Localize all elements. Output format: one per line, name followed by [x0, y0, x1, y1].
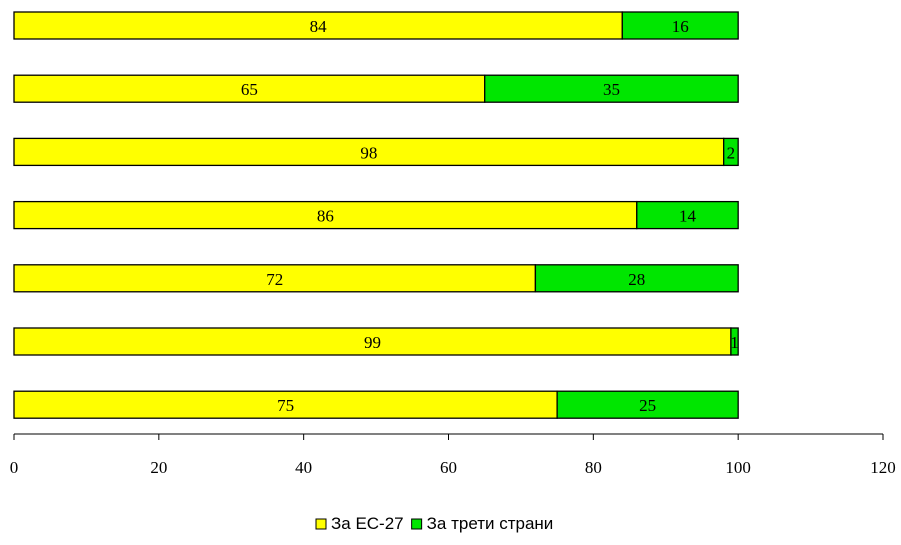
bar-segment-eu27	[13, 264, 537, 293]
x-tick-label: 120	[870, 458, 896, 477]
bar-segment-eu27	[13, 74, 486, 103]
x-tick-label: 80	[585, 458, 602, 477]
bar-segment-eu27	[13, 200, 638, 230]
x-tick-label: 0	[10, 458, 19, 477]
data-label: 2	[727, 143, 736, 162]
data-label: 35	[603, 80, 620, 99]
legend: За ЕС-27 За трети страни	[315, 514, 554, 533]
data-label: 25	[639, 396, 656, 415]
data-label: 99	[364, 333, 381, 352]
data-label: 75	[277, 396, 294, 415]
x-tick-label: 100	[725, 458, 751, 477]
bar-segment-eu27	[13, 11, 623, 40]
bar-segment-third-countries	[636, 200, 739, 230]
data-label: 98	[360, 143, 377, 162]
bar-segment-third-countries	[534, 264, 739, 293]
data-label: 1	[730, 333, 739, 352]
x-axis: 0 20 40 60 80 100 120	[10, 433, 896, 477]
bar-segment-eu27	[13, 137, 725, 167]
legend-label: За ЕС-27	[331, 514, 404, 533]
legend-label: За трети страни	[427, 514, 554, 533]
legend-swatch-third-countries	[411, 518, 423, 530]
bar-segment-eu27	[13, 390, 558, 419]
data-label: 72	[266, 270, 283, 289]
bar-segment-third-countries	[484, 74, 739, 103]
bar-segment-third-countries	[621, 11, 739, 40]
bar-segment-eu27	[13, 327, 732, 356]
data-label: 86	[317, 207, 334, 226]
data-label: 84	[310, 17, 328, 36]
x-tick-label: 20	[150, 458, 167, 477]
bar-segment-third-countries	[730, 327, 739, 356]
x-tick-label: 60	[440, 458, 457, 477]
bar-segment-third-countries	[556, 390, 739, 419]
legend-swatch-eu27	[315, 518, 327, 530]
data-label: 14	[679, 207, 697, 226]
x-tick-label: 40	[295, 458, 312, 477]
bar-segment-third-countries	[723, 137, 739, 167]
data-label: 16	[672, 17, 689, 36]
bars-layer: 84 16 65 35 98 2 86 14 72 28 99 1 75 25	[13, 11, 739, 419]
data-label: 65	[241, 80, 258, 99]
data-label: 28	[628, 270, 645, 289]
